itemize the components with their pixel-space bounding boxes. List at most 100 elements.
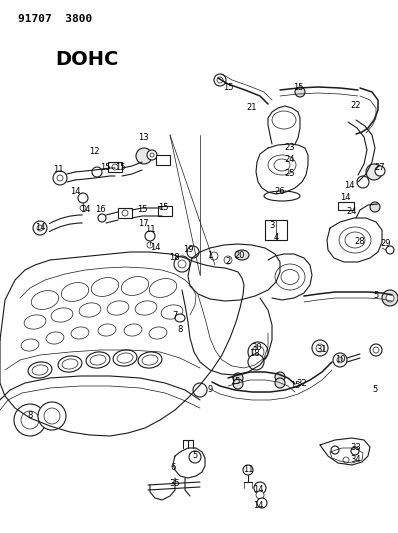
Ellipse shape <box>275 264 305 290</box>
Circle shape <box>217 77 223 83</box>
Ellipse shape <box>51 308 73 322</box>
Ellipse shape <box>264 191 300 201</box>
Circle shape <box>189 451 201 463</box>
Bar <box>118 208 132 218</box>
Text: 18: 18 <box>249 349 259 358</box>
Circle shape <box>224 256 232 264</box>
Text: 22: 22 <box>351 101 361 109</box>
Ellipse shape <box>71 327 89 339</box>
Circle shape <box>386 294 394 302</box>
Ellipse shape <box>235 250 249 260</box>
Text: 25: 25 <box>285 168 295 177</box>
Circle shape <box>373 347 379 353</box>
Ellipse shape <box>79 303 101 317</box>
Circle shape <box>275 372 285 382</box>
Circle shape <box>187 246 199 258</box>
Text: 14: 14 <box>340 193 350 203</box>
Text: 6: 6 <box>170 464 176 472</box>
Circle shape <box>248 342 268 362</box>
Circle shape <box>78 193 88 203</box>
Text: DOHC: DOHC <box>55 50 118 69</box>
Text: 12: 12 <box>89 148 99 157</box>
Circle shape <box>145 231 155 241</box>
Circle shape <box>386 246 394 254</box>
Circle shape <box>37 225 43 231</box>
Text: 9: 9 <box>207 385 213 394</box>
Text: 29: 29 <box>381 239 391 248</box>
Text: 15: 15 <box>100 164 110 173</box>
Circle shape <box>357 176 369 188</box>
Circle shape <box>351 447 359 455</box>
Text: 19: 19 <box>183 246 193 254</box>
Ellipse shape <box>98 324 116 336</box>
Ellipse shape <box>281 270 299 285</box>
Circle shape <box>316 344 324 352</box>
Circle shape <box>53 171 67 185</box>
Text: 15: 15 <box>223 84 233 93</box>
Circle shape <box>92 167 102 177</box>
Ellipse shape <box>86 352 110 368</box>
Circle shape <box>370 202 380 212</box>
Bar <box>108 162 122 172</box>
Ellipse shape <box>274 159 290 171</box>
Text: 34: 34 <box>351 456 361 464</box>
Text: 33: 33 <box>351 443 361 453</box>
Text: 26: 26 <box>275 188 285 197</box>
Ellipse shape <box>121 277 149 295</box>
Circle shape <box>254 482 266 494</box>
Circle shape <box>210 252 218 260</box>
Circle shape <box>256 491 264 499</box>
Text: 16: 16 <box>95 206 105 214</box>
Circle shape <box>38 402 66 430</box>
Ellipse shape <box>272 111 296 129</box>
Circle shape <box>112 164 118 170</box>
Text: 14: 14 <box>70 188 80 197</box>
Text: 3: 3 <box>269 221 275 230</box>
Text: 8: 8 <box>178 326 183 335</box>
Circle shape <box>366 164 382 180</box>
Text: 14: 14 <box>253 500 263 510</box>
Text: 18: 18 <box>169 254 179 262</box>
Text: 14: 14 <box>150 244 160 253</box>
Ellipse shape <box>62 359 78 369</box>
Ellipse shape <box>24 315 46 329</box>
Text: 21: 21 <box>247 103 257 112</box>
Text: 14: 14 <box>344 181 354 190</box>
Ellipse shape <box>149 327 167 339</box>
Circle shape <box>80 205 86 211</box>
Circle shape <box>248 354 264 370</box>
Text: 15: 15 <box>137 206 147 214</box>
Text: 15: 15 <box>230 377 240 386</box>
Ellipse shape <box>117 353 133 363</box>
Circle shape <box>331 446 339 454</box>
Text: 11: 11 <box>53 166 63 174</box>
Ellipse shape <box>142 355 158 365</box>
Circle shape <box>252 346 264 358</box>
Circle shape <box>122 210 128 216</box>
Ellipse shape <box>161 305 183 319</box>
Circle shape <box>375 166 385 176</box>
Text: 5: 5 <box>373 290 378 300</box>
Ellipse shape <box>345 232 365 248</box>
Bar <box>156 155 170 165</box>
Text: 35: 35 <box>170 480 180 489</box>
Circle shape <box>44 408 60 424</box>
Circle shape <box>21 411 39 429</box>
Circle shape <box>370 344 382 356</box>
Text: 23: 23 <box>285 143 295 152</box>
Text: 11: 11 <box>243 465 253 474</box>
Text: 30: 30 <box>252 343 262 352</box>
Text: 8: 8 <box>27 410 33 419</box>
Circle shape <box>295 87 305 97</box>
Text: 15: 15 <box>290 381 300 390</box>
Ellipse shape <box>90 355 106 365</box>
Text: 17: 17 <box>138 220 148 229</box>
Circle shape <box>275 378 285 388</box>
Bar <box>265 220 287 240</box>
Circle shape <box>343 457 349 463</box>
Circle shape <box>233 373 243 383</box>
Ellipse shape <box>175 314 185 322</box>
Text: 14: 14 <box>80 206 90 214</box>
Text: 15: 15 <box>158 204 168 213</box>
Ellipse shape <box>31 290 59 310</box>
